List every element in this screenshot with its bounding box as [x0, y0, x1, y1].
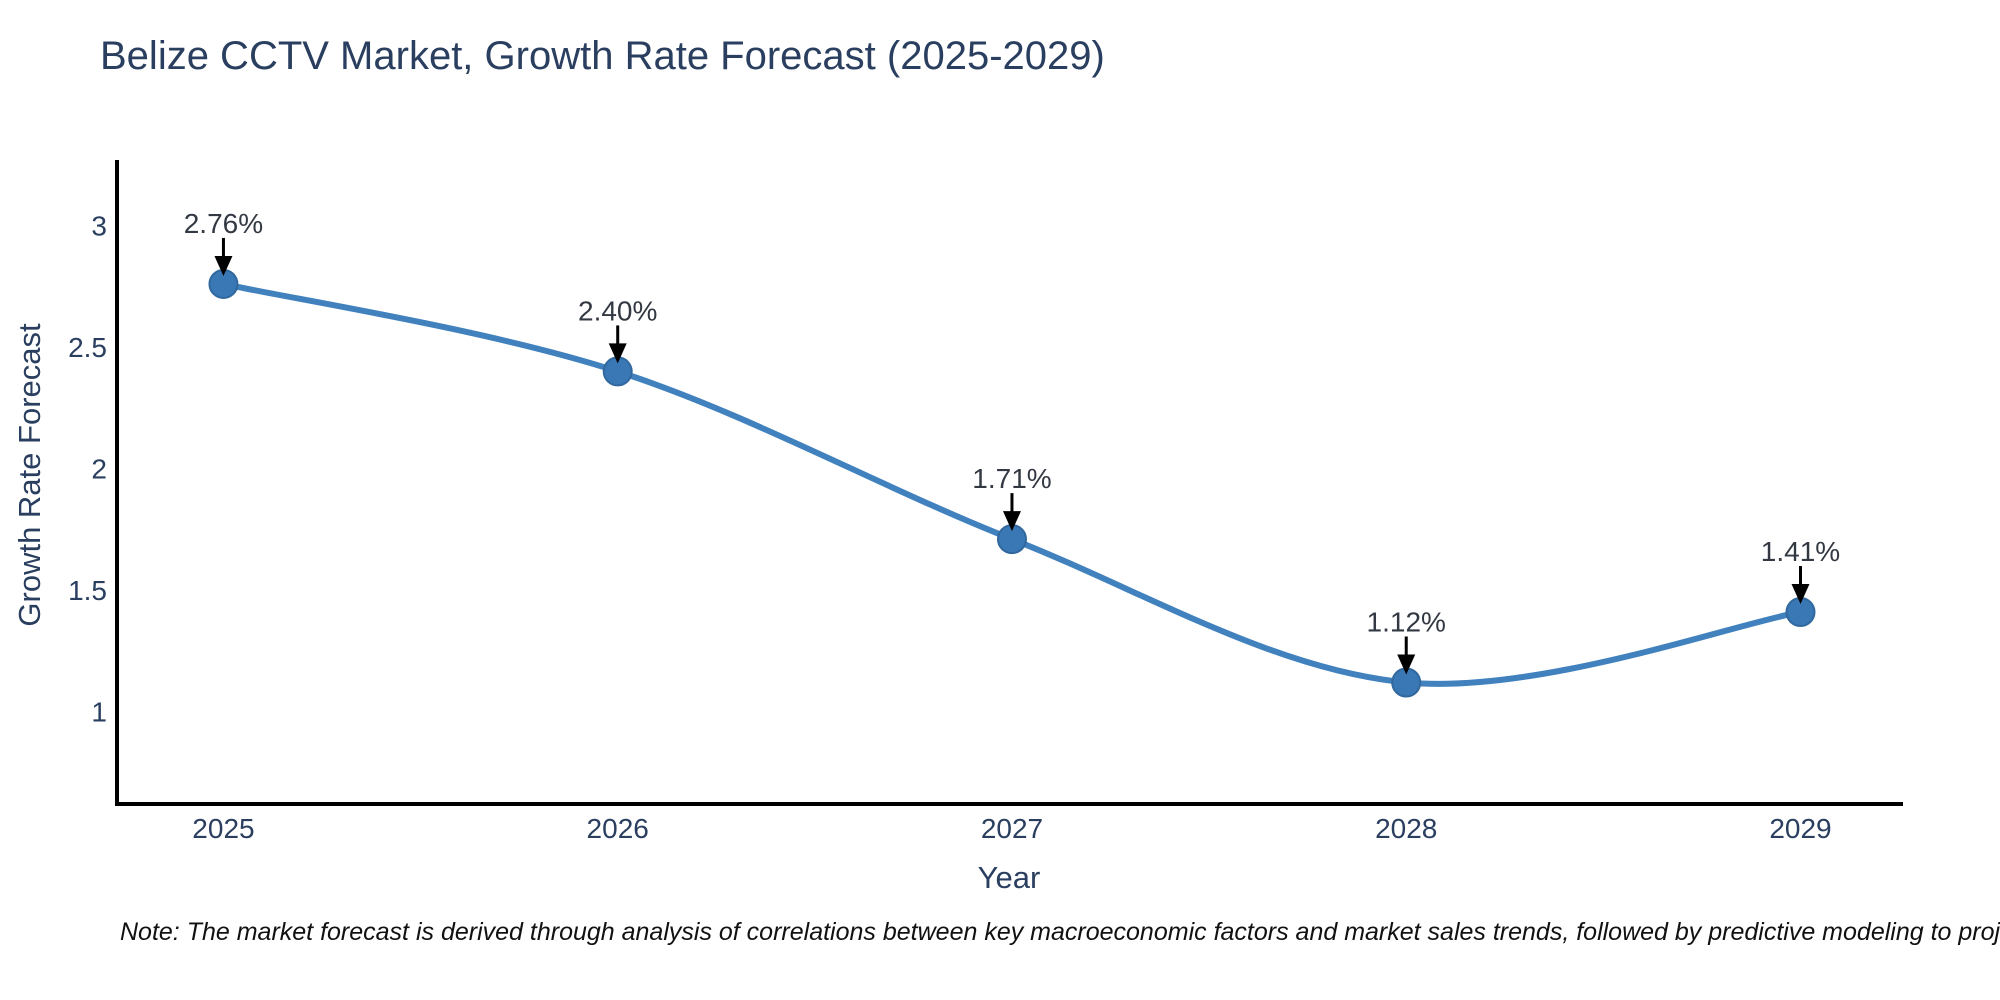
chart-title: Belize CCTV Market, Growth Rate Forecast… — [100, 34, 1105, 78]
x-tick-label: 2029 — [1769, 813, 1831, 844]
y-axis-title: Growth Rate Forecast — [12, 323, 47, 627]
x-tick-label: 2025 — [192, 813, 254, 844]
annotation-label: 2.40% — [578, 295, 657, 326]
annotation-label: 1.41% — [1761, 536, 1840, 567]
y-tick-label: 1 — [91, 697, 107, 728]
annotation-label: 1.71% — [972, 463, 1051, 494]
annotation-label: 1.12% — [1367, 606, 1446, 637]
x-tick-label: 2027 — [981, 813, 1043, 844]
x-axis-title: Year — [977, 860, 1041, 895]
annotation-arrowhead — [608, 343, 627, 364]
annotation-label: 2.76% — [184, 208, 263, 239]
y-tick-label: 2.5 — [68, 332, 107, 363]
y-tick-label: 3 — [91, 211, 107, 242]
x-tick-label: 2028 — [1375, 813, 1437, 844]
y-tick-label: 1.5 — [68, 575, 107, 606]
annotation-arrowhead — [214, 255, 233, 276]
chart-footnote: Note: The market forecast is derived thr… — [120, 918, 2000, 946]
y-tick-label: 2 — [91, 454, 107, 485]
x-tick-label: 2026 — [587, 813, 649, 844]
annotation-arrowhead — [1397, 654, 1416, 675]
annotation-arrowhead — [1002, 511, 1021, 532]
annotation-arrowhead — [1791, 584, 1810, 605]
